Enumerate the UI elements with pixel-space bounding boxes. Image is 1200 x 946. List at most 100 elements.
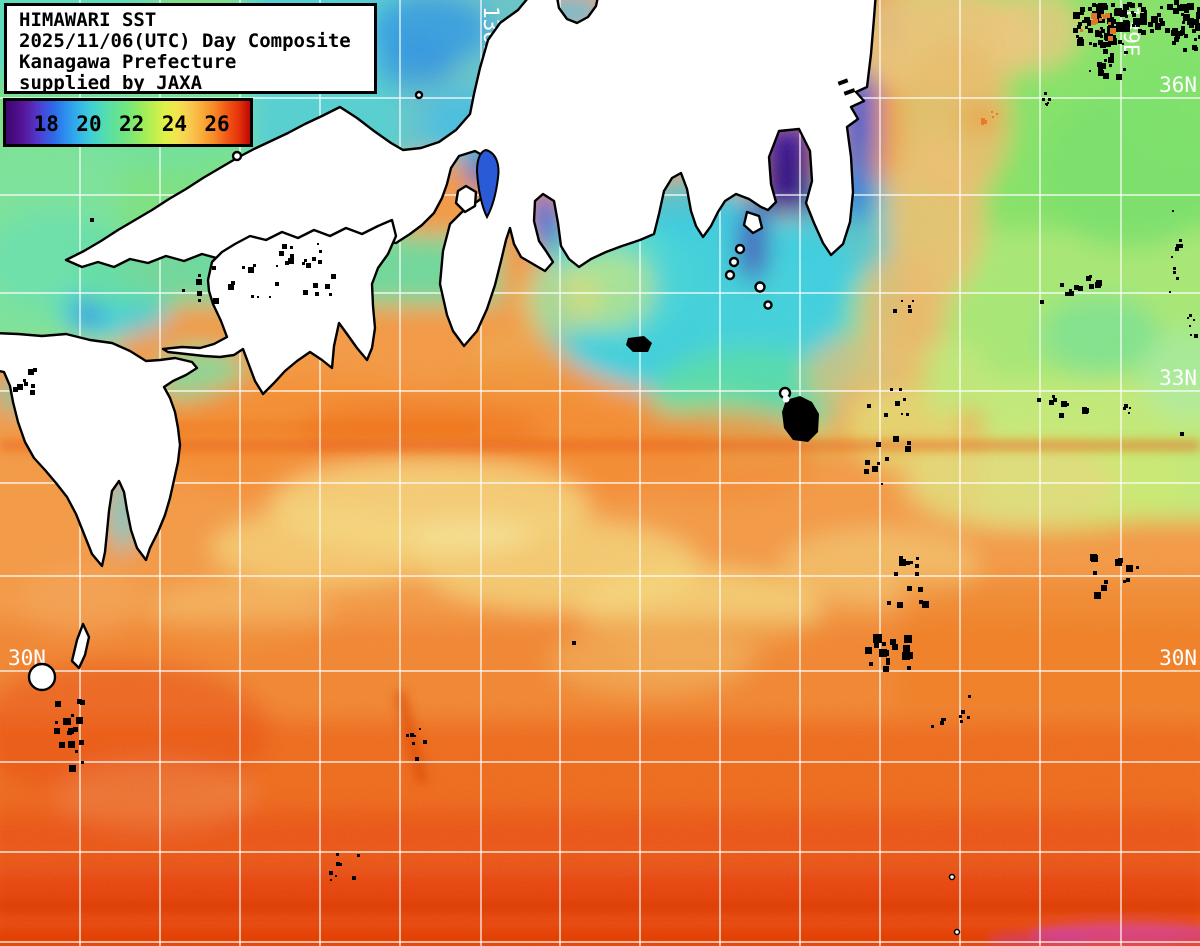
cloud-pixel: [1066, 403, 1069, 406]
cloud-pixel: [73, 727, 78, 732]
latitude-label: 36N: [1159, 73, 1197, 97]
cloud-pixel: [907, 441, 911, 445]
cloud-pixel: [1175, 247, 1179, 251]
cloud-pixel: [1174, 0, 1179, 5]
cloud-pixel: [864, 469, 869, 474]
cloud-pixel: [1176, 277, 1179, 280]
cloud-pixel: [1060, 283, 1064, 287]
cloud-pixel: [1176, 244, 1179, 247]
cloud-pixel: [906, 652, 913, 659]
cloud-pixel: [884, 413, 888, 417]
cloud-pixel: [1169, 291, 1171, 293]
cloud-pixel: [1197, 23, 1200, 27]
cloud-pixel: [1110, 38, 1117, 45]
cloud-pixel: [886, 661, 890, 665]
cloud-pixel: [1091, 13, 1097, 19]
cloud-pixel: [248, 267, 254, 273]
cloud-pixel: [897, 602, 903, 608]
cloud-pixel: [339, 863, 342, 866]
island: [953, 928, 961, 936]
cloud-pixel: [1098, 3, 1104, 9]
cloud-pixel: [873, 634, 882, 643]
cloud-pixel: [1105, 13, 1110, 18]
cloud-pixel: [961, 710, 965, 714]
cloud-pixel: [1101, 29, 1105, 33]
cloud-pixel: [313, 283, 318, 288]
cloud-pixel: [1052, 395, 1055, 398]
cloud-pixel: [77, 699, 82, 704]
cloud-pixel: [1069, 289, 1072, 292]
cloud-pixel: [1103, 73, 1109, 79]
cloud-pixel: [1080, 11, 1084, 15]
cloud-pixel: [1180, 432, 1184, 436]
cloud-pixel: [1087, 22, 1091, 26]
cloud-pixel: [1110, 28, 1116, 34]
cloud-pixel: [1044, 92, 1047, 95]
cloud-pixel: [13, 387, 18, 392]
cloud-pixel: [81, 761, 84, 764]
landmass-japan: [0, 0, 961, 936]
cloud-pixel: [983, 120, 987, 124]
cloud-pixel: [1095, 30, 1102, 37]
island: [724, 269, 736, 281]
cloud-pixel: [903, 561, 907, 565]
cloud-pixel: [1189, 23, 1194, 28]
cloud-pixel: [1104, 580, 1108, 584]
cloud-pixel: [996, 113, 998, 115]
cloud-pixel: [28, 369, 34, 375]
cloud-pixel: [893, 309, 897, 313]
cloud-pixel: [890, 388, 893, 391]
cloud-pixel: [75, 750, 78, 753]
cloud-pixel: [79, 740, 84, 745]
cloud-pixel: [907, 586, 912, 591]
cloud-pixel: [992, 116, 994, 118]
cloud-pixel: [68, 728, 74, 734]
cloud-pixel: [1160, 6, 1163, 9]
cloud-pixel: [275, 282, 279, 286]
cloud-pixel: [336, 853, 339, 856]
landmass-honshu: [64, 0, 877, 348]
cloud-pixel: [918, 587, 923, 592]
cloud-pixel: [903, 645, 910, 652]
cloud-pixel: [1133, 18, 1140, 25]
island: [763, 300, 773, 310]
cloud-pixel: [290, 246, 293, 249]
colorbar-tick: 26: [204, 112, 230, 136]
cloud-pixel: [1177, 5, 1181, 9]
cloud-pixel: [1073, 12, 1080, 19]
cloud-pixel: [1132, 13, 1136, 17]
cloud-pixel: [1078, 12, 1081, 15]
cloud-pixel: [17, 384, 23, 390]
cloud-pixel: [981, 122, 984, 125]
cloud-pixel: [1172, 28, 1178, 34]
cloud-pixel: [1138, 3, 1142, 7]
cloud-pixel: [198, 274, 201, 277]
cloud-pixel: [336, 862, 340, 866]
cloud-pixel: [414, 735, 416, 737]
cloud-pixel: [881, 483, 883, 485]
cloud-pixel: [257, 296, 259, 298]
cloud-pixel: [901, 413, 903, 415]
cloud-pixel: [410, 733, 414, 737]
cloud-pixel: [1101, 14, 1104, 17]
cloud-pixel: [1100, 70, 1102, 72]
cloud-pixel: [1140, 13, 1147, 20]
cloud-pixel: [1045, 103, 1047, 105]
cloud-pixel: [1073, 28, 1078, 33]
cloud-pixel: [1059, 413, 1064, 418]
cloud-pixel: [1159, 18, 1163, 22]
cloud-pixel: [910, 561, 913, 564]
cloud-pixel: [1132, 24, 1135, 27]
cloud-pixel: [905, 446, 911, 452]
cloud-pixel: [285, 261, 289, 265]
cloud-pixel: [916, 557, 919, 560]
cloud-pixel: [1123, 580, 1126, 583]
cloud-pixel: [1141, 7, 1146, 12]
cloud-pixel: [406, 734, 409, 737]
cloud-pixel: [907, 666, 911, 670]
island-tanegashima: [70, 622, 91, 670]
title-line-source: supplied by JAXA: [19, 72, 203, 94]
cloud-pixel: [1065, 292, 1069, 296]
cloud-pixel: [1091, 20, 1096, 25]
cloud-pixel: [325, 284, 330, 289]
